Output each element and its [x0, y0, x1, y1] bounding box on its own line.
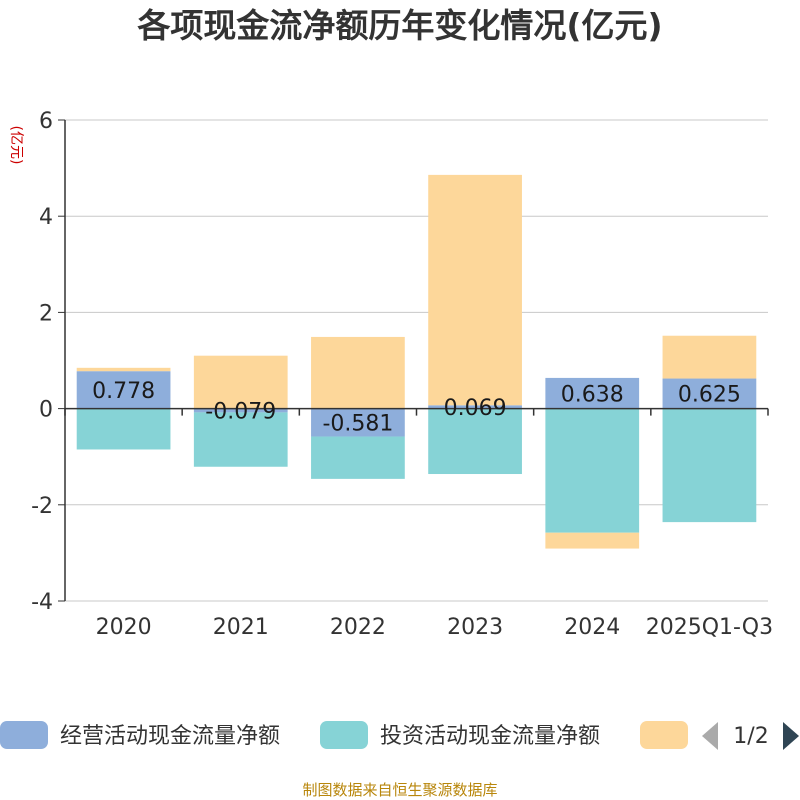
bar-2-0: [76, 367, 171, 372]
x-tick-label-2: 2022: [330, 615, 386, 640]
bar-2-4: [545, 532, 640, 549]
bar-1-2: [311, 436, 405, 479]
bar-2-3: [428, 174, 522, 406]
x-tick-label-1: 2021: [213, 615, 269, 640]
data-label-0: 0.778: [92, 379, 155, 404]
y-tick-label-1: -2: [31, 494, 53, 519]
bar-1-4: [545, 408, 640, 533]
bar-1-0: [76, 408, 171, 450]
data-label-5: 0.625: [678, 383, 741, 408]
data-label-3: 0.069: [444, 396, 507, 421]
bar-1-5: [662, 408, 757, 523]
bars: [76, 174, 757, 549]
y-tick-label-4: 4: [39, 205, 53, 230]
legend-page-indicator: 1/2: [733, 724, 768, 749]
x-tick-label-5: 2025Q1-Q3: [646, 615, 773, 640]
bar-0-4: [545, 377, 640, 409]
bar-2-1: [193, 355, 288, 409]
y-tick-label-2: 0: [39, 398, 53, 423]
legend-next-icon[interactable]: [783, 722, 799, 750]
y-axis-unit: (亿元): [8, 126, 24, 165]
data-label-2: -0.581: [322, 412, 393, 437]
chart-title: 各项现金流净额历年变化情况(亿元): [136, 6, 662, 45]
data-label-1: -0.079: [205, 399, 276, 424]
legend-label-1: 投资活动现金流量净额: [380, 724, 600, 749]
legend-label-0: 经营活动现金流量净额: [60, 724, 280, 749]
grid-lines: [65, 119, 768, 602]
x-tick-label-3: 2023: [447, 615, 503, 640]
axes: -4 -2 0 2 4 6 2020 2021 2022 2023 2024 2025Q1-Q3: [31, 109, 773, 640]
bar-1-3: [428, 408, 522, 475]
legend-swatch-0: [0, 721, 48, 749]
data-labels: 0.778 -0.079 -0.581 0.069 0.638 0.625: [92, 379, 741, 437]
legend-prev-icon[interactable]: [702, 722, 718, 750]
source-note: 制图数据来自恒生聚源数据库: [302, 781, 497, 799]
bar-0-3: [428, 405, 522, 409]
x-tick-label-4: 2024: [564, 615, 620, 640]
bar-0-1: [193, 408, 288, 413]
legend-swatch-2: [640, 721, 688, 749]
bar-0-2: [311, 408, 405, 437]
x-tick-label-0: 2020: [96, 615, 152, 640]
data-label-4: 0.638: [561, 382, 624, 407]
y-tick-label-3: 2: [39, 301, 53, 326]
bar-2-2: [311, 336, 405, 409]
legend: 经营活动现金流量净额 投资活动现金流量净额 1/2: [0, 721, 799, 750]
y-tick-label-0: -4: [31, 590, 53, 615]
bar-2-5: [662, 335, 757, 379]
bar-0-0: [76, 371, 171, 409]
bar-1-1: [193, 412, 288, 467]
bar-0-5: [662, 378, 757, 409]
legend-swatch-1: [320, 721, 368, 749]
y-tick-label-5: 6: [39, 109, 53, 134]
